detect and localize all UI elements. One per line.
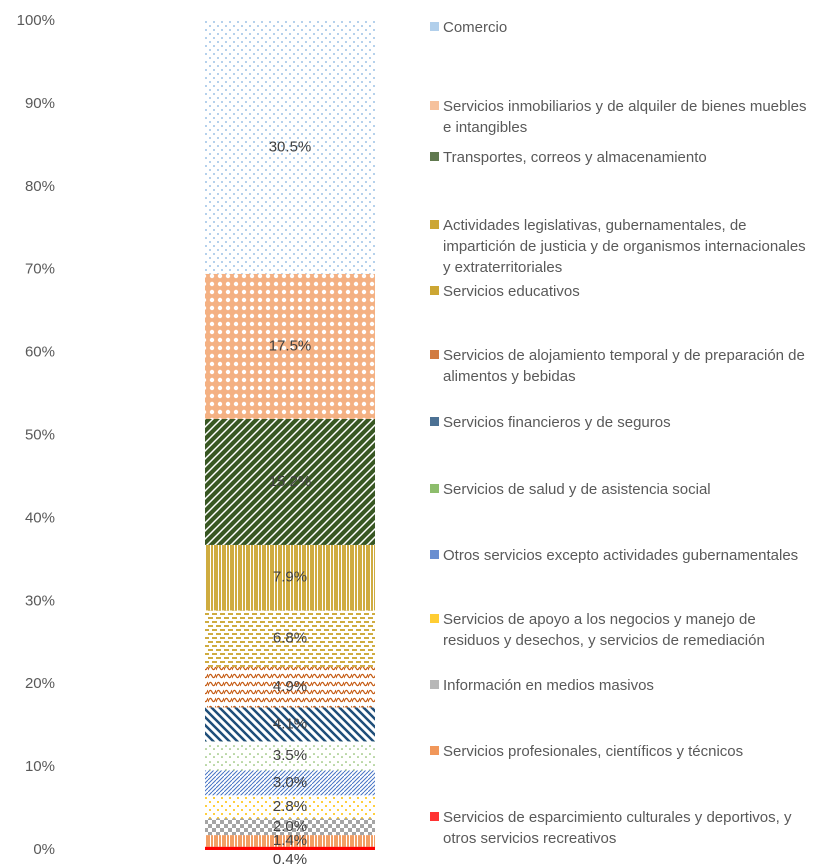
legend-item: Transportes, correos y almacenamiento: [430, 147, 810, 168]
y-tick-label: 0%: [33, 841, 55, 858]
data-label: 30.5%: [269, 138, 312, 155]
legend-label: Servicios de alojamiento temporal y de p…: [443, 347, 805, 385]
legend-item: Servicios financieros y de seguros: [430, 412, 810, 433]
data-label: 6.8%: [273, 630, 307, 647]
bar-segment: [205, 846, 375, 850]
legend-label: Otros servicios excepto actividades gube…: [443, 547, 799, 564]
y-tick-label: 20%: [25, 675, 55, 692]
legend-swatch: [430, 417, 439, 426]
legend-label: Servicios de esparcimiento culturales y …: [443, 809, 792, 847]
legend-item: Servicios de apoyo a los negocios y mane…: [430, 609, 810, 651]
data-label: 17.5%: [269, 337, 312, 354]
legend-swatch: [430, 680, 439, 689]
bar-segment: [205, 21, 375, 274]
legend-swatch: [430, 220, 439, 229]
y-tick-label: 60%: [25, 344, 55, 361]
y-tick-label: 80%: [25, 178, 55, 195]
legend-swatch: [430, 350, 439, 359]
data-label: 4.1%: [273, 715, 307, 732]
legend-label: Servicios financieros y de seguros: [443, 414, 671, 431]
data-label: 4.9%: [273, 678, 307, 695]
data-label: 0.4%: [273, 851, 307, 867]
data-label: 2.8%: [273, 798, 307, 815]
bar-segment: [205, 707, 375, 742]
legend-label: Servicios educativos: [443, 283, 580, 300]
legend-item: Servicios de salud y de asistencia socia…: [430, 479, 810, 500]
legend-swatch: [430, 22, 439, 31]
y-tick-label: 70%: [25, 261, 55, 278]
legend-label: Información en medios masivos: [443, 677, 654, 694]
bar-segment: [205, 544, 375, 611]
y-tick-label: 40%: [25, 509, 55, 526]
bar-segment: [205, 273, 375, 419]
legend-label: Servicios de salud y de asistencia socia…: [443, 481, 711, 498]
legend-item: Servicios de alojamiento temporal y de p…: [430, 345, 810, 387]
legend-swatch: [430, 812, 439, 821]
y-tick-label: 50%: [25, 426, 55, 443]
bar-segment: [205, 418, 375, 545]
legend-label: Servicios de apoyo a los negocios y mane…: [443, 611, 765, 649]
data-label: 3.0%: [273, 774, 307, 791]
bar-segment: [205, 610, 375, 667]
legend-swatch: [430, 152, 439, 161]
legend-label: Actividades legislativas, gubernamentale…: [443, 217, 806, 276]
legend-label: Comercio: [443, 19, 508, 36]
data-label: 3.5%: [273, 747, 307, 764]
data-label: 7.9%: [273, 569, 307, 586]
legend-label: Transportes, correos y almacenamiento: [443, 149, 707, 166]
legend-item: Otros servicios excepto actividades gube…: [430, 545, 810, 566]
legend-item: Comercio: [430, 17, 810, 38]
legend-swatch: [430, 484, 439, 493]
legend-item: Actividades legislativas, gubernamentale…: [430, 215, 810, 278]
legend-item: Servicios profesionales, científicos y t…: [430, 741, 810, 762]
bar-segment: [205, 770, 375, 796]
legend-label: Servicios profesionales, científicos y t…: [443, 743, 744, 760]
bar-segment: [205, 795, 375, 819]
legend-label: Servicios inmobiliarios y de alquiler de…: [443, 98, 807, 136]
y-tick-label: 100%: [17, 12, 55, 29]
data-label: 2.0%: [273, 818, 307, 835]
legend-item: Servicios educativos: [430, 281, 810, 302]
legend-swatch: [430, 614, 439, 623]
legend-swatch: [430, 550, 439, 559]
y-tick-label: 10%: [25, 758, 55, 775]
legend-swatch: [430, 746, 439, 755]
y-tick-label: 30%: [25, 592, 55, 609]
data-label: 1.4%: [273, 832, 307, 849]
legend-item: Servicios de esparcimiento culturales y …: [430, 807, 810, 849]
legend-item: Información en medios masivos: [430, 675, 810, 696]
legend-item: Servicios inmobiliarios y de alquiler de…: [430, 96, 810, 138]
y-tick-label: 90%: [25, 95, 55, 112]
bar-segment: [205, 666, 375, 708]
bar-segment: [205, 818, 375, 836]
bar-segment: [205, 741, 375, 771]
legend-swatch: [430, 286, 439, 295]
data-label: 15.2%: [269, 473, 312, 490]
bar-segment: [205, 835, 375, 847]
legend-swatch: [430, 101, 439, 110]
